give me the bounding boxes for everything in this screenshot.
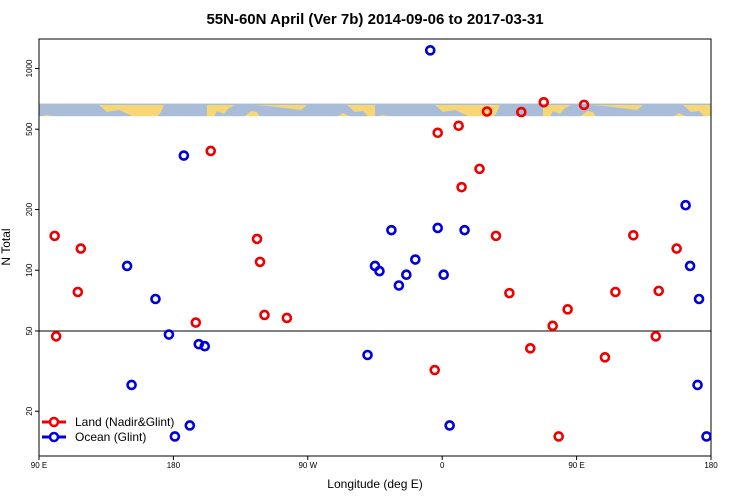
land-point xyxy=(504,287,515,299)
land-point xyxy=(578,99,590,111)
x-axis-label: Longitude (deg E) xyxy=(327,477,422,491)
y-tick-label: 1000 xyxy=(25,59,34,77)
ocean-point xyxy=(169,431,181,442)
world-map-band xyxy=(39,103,711,117)
legend-marker-land xyxy=(48,416,60,428)
ocean-point xyxy=(150,293,161,305)
y-tick-label: 20 xyxy=(25,406,34,415)
land-point xyxy=(474,163,485,175)
land-point xyxy=(75,243,87,254)
legend: Land (Nadir&Glint) Ocean (Glint) xyxy=(42,415,174,444)
land-point xyxy=(453,120,464,132)
ocean-point xyxy=(684,260,696,272)
land-point xyxy=(50,331,62,342)
y-tick-label: 500 xyxy=(25,122,34,136)
ocean-point xyxy=(121,260,133,272)
land-point xyxy=(281,312,293,324)
land-point xyxy=(599,352,611,363)
series-land xyxy=(49,96,682,442)
land-point xyxy=(538,96,550,108)
ocean-point xyxy=(432,222,444,234)
land-point xyxy=(547,320,559,332)
series-ocean xyxy=(121,45,711,442)
land-point xyxy=(628,229,639,241)
x-tick-label: 180 xyxy=(167,461,181,470)
y-tick-label: 100 xyxy=(25,263,34,277)
x-tick-label: 180 xyxy=(704,461,718,470)
legend-label-ocean: Ocean (Glint) xyxy=(75,430,146,444)
ocean-point xyxy=(459,224,470,236)
ocean-point xyxy=(438,269,449,281)
land-point xyxy=(525,343,536,354)
ocean-point xyxy=(693,293,705,305)
ocean-point xyxy=(401,269,412,281)
ocean-point xyxy=(374,265,385,277)
y-axis-label: N Total xyxy=(0,228,13,265)
ocean-point xyxy=(444,420,455,431)
ocean-point xyxy=(199,340,211,352)
land-point xyxy=(251,233,263,245)
land-point xyxy=(653,285,665,297)
ocean-point xyxy=(680,199,691,211)
plot-frame xyxy=(38,38,712,457)
ocean-point xyxy=(178,150,190,161)
legend-marker-ocean xyxy=(48,431,60,443)
land-point xyxy=(49,230,60,242)
ocean-point xyxy=(386,224,397,236)
land-point xyxy=(553,431,564,442)
chart-title: 55N-60N April (Ver 7b) 2014-09-06 to 201… xyxy=(206,11,543,28)
land-point xyxy=(259,309,270,321)
land-point xyxy=(562,304,573,315)
land-point xyxy=(432,127,444,139)
map-band-image xyxy=(39,103,711,117)
land-point xyxy=(205,145,217,157)
x-tick-label: 90 E xyxy=(31,461,47,470)
ocean-point xyxy=(184,420,196,431)
legend-label-land: Land (Nadir&Glint) xyxy=(75,415,174,429)
land-point xyxy=(671,243,682,254)
land-point xyxy=(650,331,662,342)
ocean-point xyxy=(193,338,205,350)
ocean-point xyxy=(126,379,137,391)
ocean-point xyxy=(362,349,373,361)
y-tick-label: 200 xyxy=(25,202,34,216)
x-tick-label: 0 xyxy=(440,461,445,470)
x-tick-label: 90 E xyxy=(568,461,584,470)
ocean-point xyxy=(393,280,405,291)
ocean-point xyxy=(692,379,703,391)
x-axis: 90 E 180 90 W 0 90 E 180 xyxy=(31,456,718,470)
x-tick-label: 90 W xyxy=(298,461,317,470)
land-point xyxy=(516,106,527,118)
ocean-point xyxy=(424,45,436,56)
land-point xyxy=(456,181,467,193)
land-point xyxy=(190,317,202,328)
land-point xyxy=(490,230,502,242)
land-point xyxy=(481,106,493,117)
y-tick-label: 50 xyxy=(25,326,34,335)
land-point xyxy=(429,364,441,376)
ocean-point xyxy=(701,431,711,442)
ocean-point xyxy=(163,329,175,340)
land-point xyxy=(610,286,621,298)
land-point xyxy=(72,286,84,298)
y-axis: 20 50 100 200 500 1000 xyxy=(25,59,39,416)
ocean-point xyxy=(410,254,421,265)
land-point xyxy=(254,256,266,268)
